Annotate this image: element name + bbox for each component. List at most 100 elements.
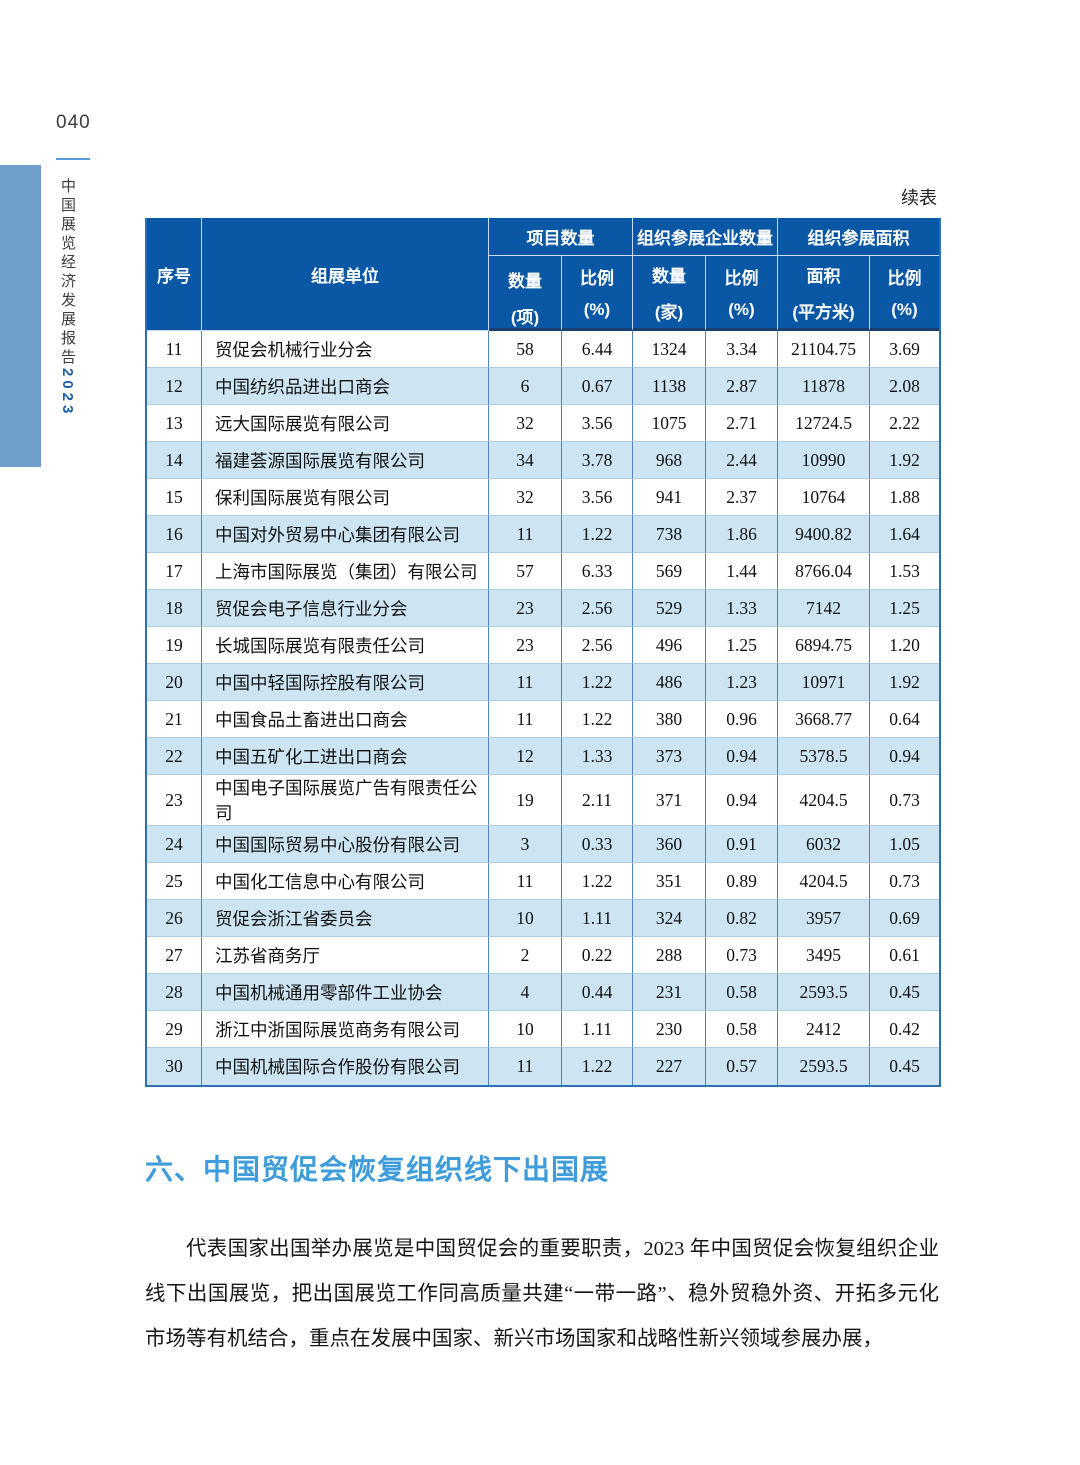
cell-index: 21 (147, 701, 202, 738)
cell-index: 16 (147, 516, 202, 553)
cell-value: 0.69 (870, 900, 939, 937)
cell-value: 0.22 (562, 937, 633, 974)
subheader-ratio-area: 比例 (%) (870, 256, 939, 331)
cell-organizer: 中国中轻国际控股有限公司 (202, 664, 489, 701)
cell-index: 18 (147, 590, 202, 627)
cell-value: 569 (633, 553, 706, 590)
table-row: 18 贸促会电子信息行业分会 23 2.56 529 1.33 7142 1.25 (147, 590, 939, 627)
table-row: 17 上海市国际展览（集团）有限公司 57 6.33 569 1.44 8766.04 1.5… (147, 553, 939, 590)
cell-value: 0.42 (870, 1011, 939, 1048)
cell-organizer: 上海市国际展览（集团）有限公司 (202, 553, 489, 590)
cell-value: 4 (489, 974, 562, 1011)
cell-value: 230 (633, 1011, 706, 1048)
table-row: 19 长城国际展览有限责任公司 23 2.56 496 1.25 6894.75 1.20 (147, 627, 939, 664)
table-row: 28 中国机械通用零部件工业协会 4 0.44 231 0.58 2593.5 0.45 (147, 974, 939, 1011)
cell-value: 941 (633, 479, 706, 516)
cell-value: 1.22 (562, 863, 633, 900)
cell-value: 0.45 (870, 1048, 939, 1085)
cell-value: 2 (489, 937, 562, 974)
cell-index: 27 (147, 937, 202, 974)
header-sub-row: 数量 (项) 比例 (%) 数量 (家) 比例 (%) (147, 256, 939, 331)
cell-index: 14 (147, 442, 202, 479)
cell-value: 0.96 (706, 701, 778, 738)
table-row: 12 中国纺织品进出口商会 6 0.67 1138 2.87 11878 2.08 (147, 368, 939, 405)
subheader-qty-enterprises: 数量 (家) (633, 256, 706, 331)
cell-value: 1324 (633, 331, 706, 368)
cell-value: 1.22 (562, 701, 633, 738)
cell-value: 3.56 (562, 479, 633, 516)
header-group-exhibit-area: 组织参展面积 (778, 218, 939, 256)
cell-value: 11 (489, 516, 562, 553)
header-group-row: 序号 组展单位 项目数量 组织参展企业数量 组织参展面积 (147, 218, 939, 331)
accent-divider-line (56, 158, 90, 160)
cell-value: 11 (489, 1048, 562, 1085)
cell-value: 23 (489, 627, 562, 664)
cell-value: 1.25 (870, 590, 939, 627)
cell-value: 0.94 (870, 738, 939, 775)
cell-organizer: 中国化工信息中心有限公司 (202, 863, 489, 900)
cell-value: 2.08 (870, 368, 939, 405)
cell-value: 10 (489, 900, 562, 937)
cell-organizer: 中国电子国际展览广告有限责任公司 (202, 775, 489, 826)
table-row: 22 中国五矿化工进出口商会 12 1.33 373 0.94 5378.5 0.94 (147, 738, 939, 775)
cell-organizer: 贸促会电子信息行业分会 (202, 590, 489, 627)
cell-value: 2.56 (562, 590, 633, 627)
cell-index: 11 (147, 331, 202, 368)
cell-value: 0.91 (706, 826, 778, 863)
cell-organizer: 中国机械国际合作股份有限公司 (202, 1048, 489, 1085)
table-row: 24 中国国际贸易中心股份有限公司 3 0.33 360 0.91 6032 1.05 (147, 826, 939, 863)
cell-value: 0.73 (870, 863, 939, 900)
cell-value: 2.37 (706, 479, 778, 516)
cell-value: 10 (489, 1011, 562, 1048)
cell-organizer: 长城国际展览有限责任公司 (202, 627, 489, 664)
cell-value: 19 (489, 775, 562, 826)
cell-value: 0.61 (870, 937, 939, 974)
sidebar-year: 2023 (59, 368, 76, 418)
cell-value: 10764 (778, 479, 870, 516)
cell-value: 373 (633, 738, 706, 775)
table-body: 11 贸促会机械行业分会 58 6.44 1324 3.34 21104.75 3.69 12 中… (147, 331, 939, 1085)
cell-value: 380 (633, 701, 706, 738)
cell-value: 6032 (778, 826, 870, 863)
cell-organizer: 浙江中浙国际展览商务有限公司 (202, 1011, 489, 1048)
cell-value: 2.44 (706, 442, 778, 479)
cell-value: 4204.5 (778, 863, 870, 900)
sidebar-stripe (0, 165, 41, 467)
cell-value: 231 (633, 974, 706, 1011)
cell-value: 34 (489, 442, 562, 479)
table-row: 20 中国中轻国际控股有限公司 11 1.22 486 1.23 10971 1.92 (147, 664, 939, 701)
table-row: 26 贸促会浙江省委员会 10 1.11 324 0.82 3957 0.69 (147, 900, 939, 937)
cell-value: 1.33 (562, 738, 633, 775)
subheader-ratio-projects: 比例 (%) (562, 256, 633, 331)
cell-organizer: 中国对外贸易中心集团有限公司 (202, 516, 489, 553)
cell-value: 2412 (778, 1011, 870, 1048)
table-row: 27 江苏省商务厅 2 0.22 288 0.73 3495 0.61 (147, 937, 939, 974)
table-row: 16 中国对外贸易中心集团有限公司 11 1.22 738 1.86 9400.82 1.64 (147, 516, 939, 553)
cell-value: 32 (489, 479, 562, 516)
cell-value: 0.45 (870, 974, 939, 1011)
cell-organizer: 中国国际贸易中心股份有限公司 (202, 826, 489, 863)
cell-value: 0.82 (706, 900, 778, 937)
cell-index: 19 (147, 627, 202, 664)
cell-value: 0.58 (706, 974, 778, 1011)
cell-index: 23 (147, 775, 202, 826)
section-heading: 六、中国贸促会恢复组织线下出国展 (145, 1154, 610, 1185)
cell-index: 30 (147, 1048, 202, 1085)
cell-organizer: 江苏省商务厅 (202, 937, 489, 974)
cell-organizer: 中国机械通用零部件工业协会 (202, 974, 489, 1011)
cell-value: 1.05 (870, 826, 939, 863)
cell-value: 1.92 (870, 442, 939, 479)
cell-value: 3957 (778, 900, 870, 937)
cell-value: 1075 (633, 405, 706, 442)
table-row: 14 福建荟源国际展览有限公司 34 3.78 968 2.44 10990 1.92 (147, 442, 939, 479)
page-number: 040 (56, 112, 91, 133)
table-row: 30 中国机械国际合作股份有限公司 11 1.22 227 0.57 2593.5 0.45 (147, 1048, 939, 1085)
subheader-area: 面积 (平方米) (778, 256, 870, 331)
cell-value: 324 (633, 900, 706, 937)
cell-value: 0.94 (706, 738, 778, 775)
table-row: 21 中国食品土畜进出口商会 11 1.22 380 0.96 3668.77 0.64 (147, 701, 939, 738)
cell-value: 1.22 (562, 516, 633, 553)
cell-value: 2.56 (562, 627, 633, 664)
cell-value: 23 (489, 590, 562, 627)
